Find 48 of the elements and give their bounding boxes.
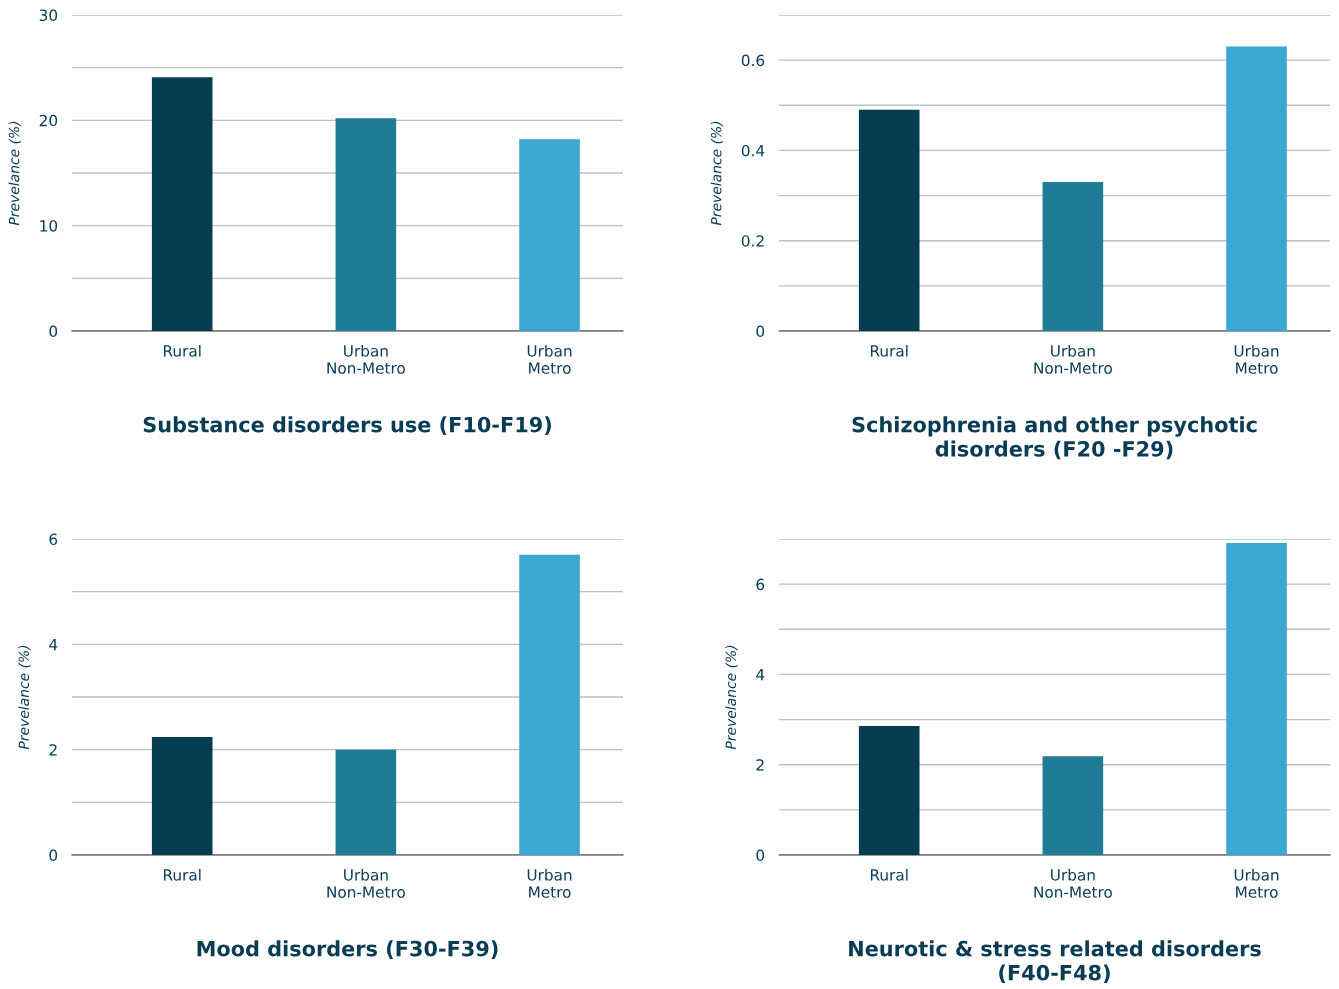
bar [1042, 756, 1104, 855]
y-tick-label: 0.6 [741, 54, 765, 67]
y-tick-label: 6 [756, 578, 765, 591]
y-tick-label: 0.4 [741, 144, 765, 157]
x-tick-label: Urban Non-Metro [1034, 344, 1112, 374]
y-axis-title: Prevelance (%) [18, 645, 31, 750]
y-tick-label: 2 [756, 759, 764, 771]
x-tick-label: Urban Metro [527, 344, 572, 374]
y-tick-label: 30 [39, 9, 58, 22]
y-tick-label: 10 [40, 220, 58, 232]
text: Substance disorders use (F10-F19) [143, 416, 551, 435]
bar [519, 554, 580, 855]
x-tick-label: Rural [163, 868, 201, 881]
bar [335, 118, 397, 331]
x-tick-label: Urban Non-Metro [327, 344, 405, 374]
text: Neurotic & stress related disorders (F40-F48) [849, 940, 1261, 984]
y-tick-label: 0 [49, 325, 58, 338]
y-tick-label: 0 [49, 849, 58, 862]
y-tick-label: 6 [49, 533, 58, 546]
text: Schizophrenia and other psychotic disorders (F20 -F29) [852, 416, 1257, 460]
x-tick-label: Rural [163, 344, 201, 357]
x-tick-label: Urban Metro [1234, 344, 1279, 374]
y-tick-label: 20 [39, 114, 58, 127]
bar [858, 109, 920, 331]
y-tick-label: 4 [49, 639, 58, 651]
x-tick-label: Rural [870, 344, 908, 357]
y-tick-label: 0.2 [741, 235, 764, 247]
x-tick-label: Rural [870, 868, 908, 881]
bar [1226, 543, 1287, 855]
x-tick-label: Urban Metro [527, 868, 572, 898]
y-axis-title: Prevelance (%) [725, 645, 738, 750]
x-tick-label: Urban Metro [1234, 868, 1279, 898]
x-tick-label: Urban Non-Metro [1034, 868, 1112, 898]
y-axis-title: Prevelance (%) [8, 121, 21, 226]
bar [1226, 46, 1287, 331]
y-tick-label: 0 [756, 325, 765, 338]
bar [151, 737, 213, 855]
bar [151, 77, 213, 331]
x-tick-label: Urban Non-Metro [327, 868, 405, 898]
bar [1042, 182, 1104, 331]
text: Mood disorders (F30-F39) [197, 940, 498, 959]
y-tick-label: 0 [756, 849, 765, 862]
bar [519, 139, 580, 331]
bar [335, 749, 397, 855]
bar [858, 725, 920, 855]
y-tick-label: 2 [49, 744, 57, 756]
y-axis-title: Prevelance (%) [710, 121, 724, 226]
y-tick-label: 4 [756, 669, 765, 681]
